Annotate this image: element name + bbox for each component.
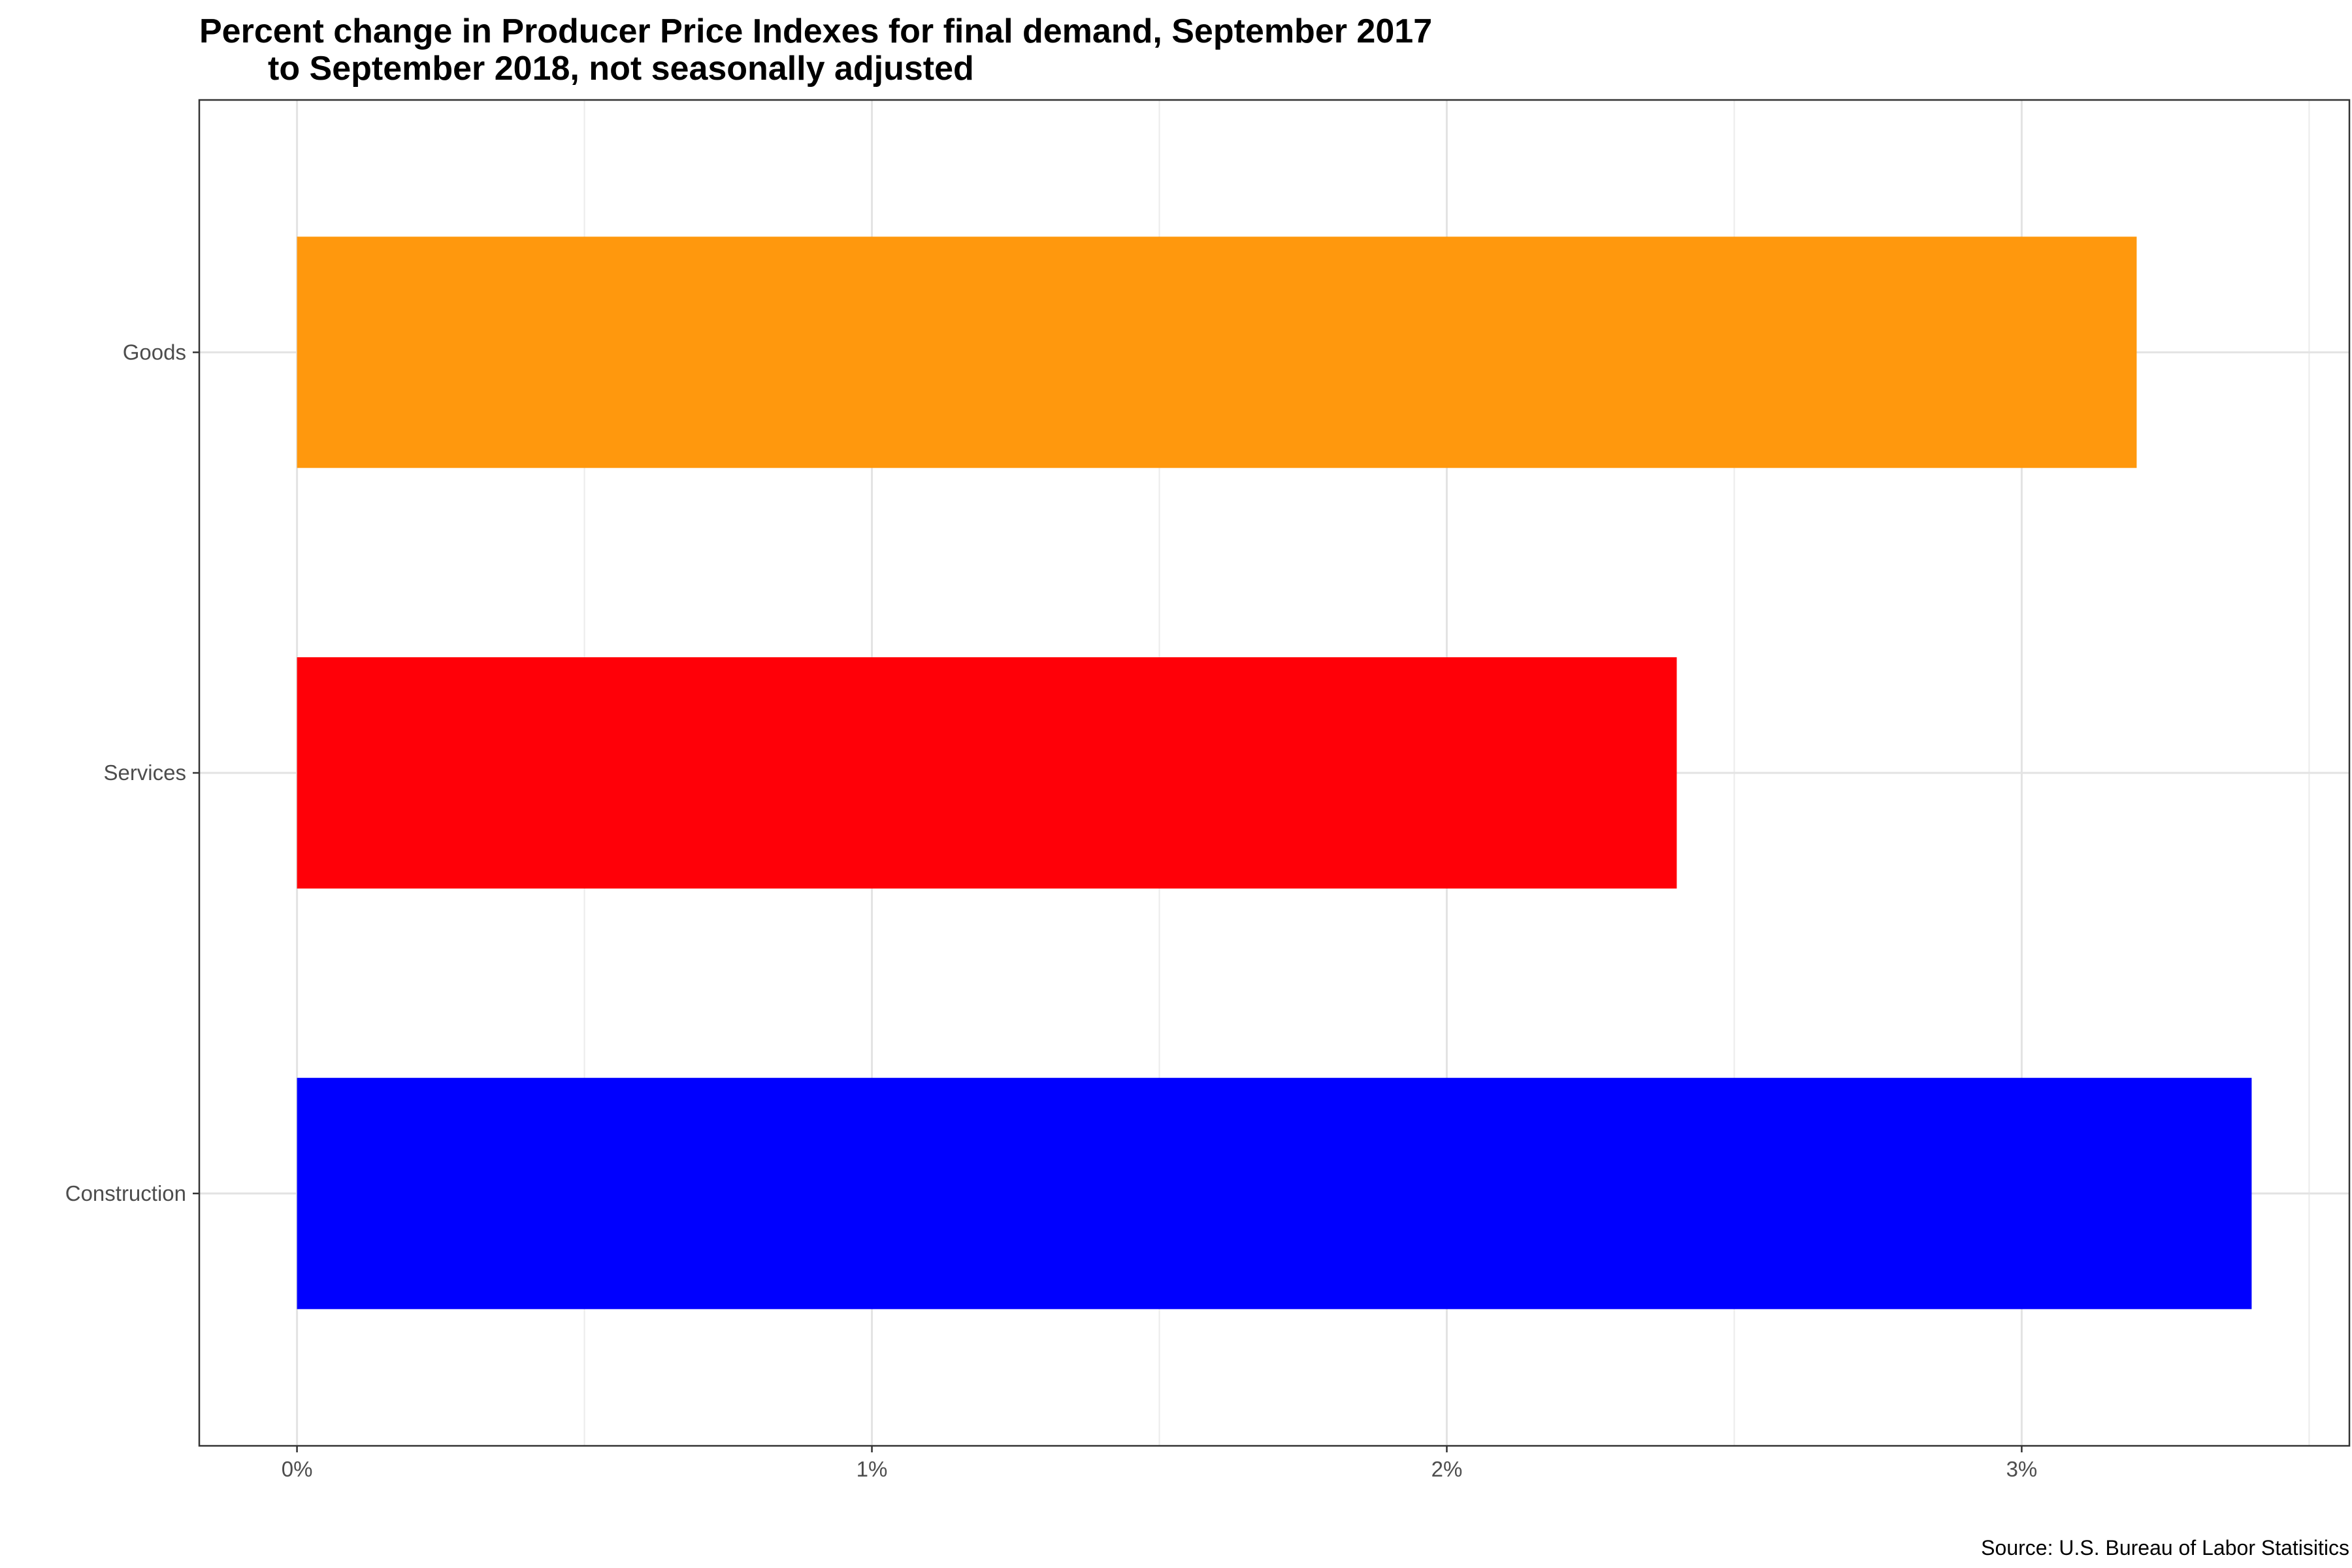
- x-tick-label: 0%: [282, 1457, 313, 1481]
- x-tick-label: 3%: [2006, 1457, 2038, 1481]
- y-tick-label: Goods: [123, 340, 186, 364]
- bars: [297, 237, 2252, 1309]
- chart-title-line2: to September 2018, not seasonally adjust…: [268, 50, 974, 88]
- bar-services: [297, 657, 1677, 889]
- bar-goods: [297, 237, 2137, 468]
- chart-title: Percent change in Producer Price Indexes…: [199, 12, 1432, 50]
- y-tick-label: Services: [103, 760, 186, 785]
- bar-construction: [297, 1077, 2252, 1309]
- x-tick-label: 2%: [1431, 1457, 1463, 1481]
- x-tick-label: 1%: [857, 1457, 888, 1481]
- x-axis: 0% 1% 2% 3%: [282, 1446, 2038, 1481]
- y-tick-label: Construction: [65, 1181, 186, 1205]
- y-axis: Goods Services Construction: [65, 340, 199, 1205]
- source-caption: Source: U.S. Bureau of Labor Statisitics: [1981, 1536, 2349, 1560]
